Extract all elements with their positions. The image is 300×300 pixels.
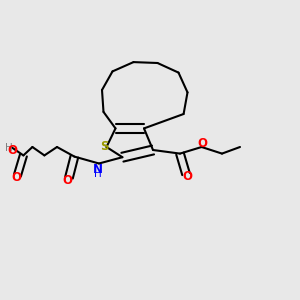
Text: O: O xyxy=(12,171,22,184)
Text: N: N xyxy=(92,163,103,176)
Text: H: H xyxy=(4,142,12,153)
Text: O: O xyxy=(197,137,208,150)
Text: O: O xyxy=(62,173,73,187)
Text: S: S xyxy=(100,140,108,154)
Text: H: H xyxy=(94,169,101,179)
Text: O: O xyxy=(8,143,18,157)
Text: O: O xyxy=(182,170,193,183)
